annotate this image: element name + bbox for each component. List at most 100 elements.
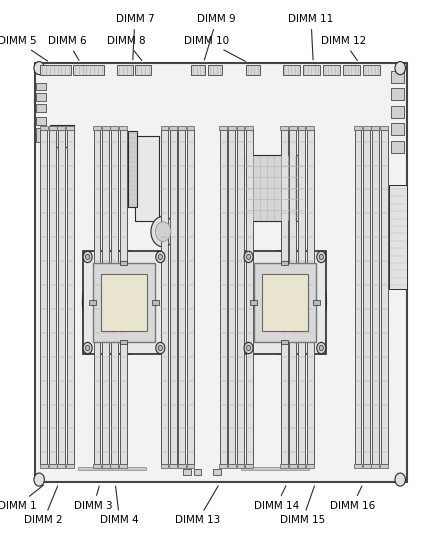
Bar bbox=[119, 126, 127, 130]
Bar bbox=[312, 300, 319, 305]
Bar bbox=[50, 125, 74, 147]
Bar bbox=[342, 65, 359, 75]
Text: DIMM 12: DIMM 12 bbox=[320, 36, 365, 60]
Bar bbox=[297, 130, 304, 464]
Bar bbox=[281, 340, 288, 344]
Bar bbox=[362, 65, 379, 75]
Bar bbox=[371, 130, 378, 464]
Circle shape bbox=[243, 251, 326, 354]
Bar bbox=[40, 464, 48, 468]
Bar bbox=[36, 83, 46, 90]
Bar bbox=[228, 130, 235, 464]
Bar bbox=[178, 130, 185, 464]
Bar bbox=[353, 464, 361, 468]
Bar bbox=[288, 464, 296, 468]
Bar bbox=[36, 93, 46, 101]
Bar bbox=[280, 130, 287, 464]
Bar bbox=[380, 130, 387, 464]
Bar bbox=[388, 185, 406, 289]
Bar bbox=[362, 130, 369, 464]
Bar bbox=[169, 130, 176, 464]
Bar bbox=[169, 126, 177, 130]
Bar bbox=[36, 104, 46, 112]
Bar bbox=[279, 126, 287, 130]
Bar bbox=[245, 155, 302, 221]
Bar bbox=[93, 130, 100, 464]
Circle shape bbox=[394, 473, 404, 486]
Bar bbox=[57, 126, 65, 130]
Bar bbox=[282, 65, 299, 75]
Bar bbox=[102, 126, 109, 130]
Circle shape bbox=[243, 342, 253, 354]
Text: DIMM 6: DIMM 6 bbox=[48, 36, 86, 60]
Bar bbox=[40, 65, 71, 75]
Bar bbox=[49, 126, 56, 130]
Bar bbox=[354, 130, 361, 464]
Bar bbox=[279, 464, 287, 468]
Bar bbox=[93, 464, 101, 468]
Circle shape bbox=[155, 222, 171, 241]
Bar bbox=[110, 464, 118, 468]
Circle shape bbox=[85, 346, 89, 350]
Bar bbox=[93, 126, 101, 130]
Bar bbox=[297, 126, 305, 130]
Bar bbox=[391, 71, 403, 83]
Bar bbox=[49, 130, 56, 464]
Bar bbox=[241, 467, 308, 470]
Text: DIMM 10: DIMM 10 bbox=[184, 36, 245, 62]
Circle shape bbox=[394, 62, 404, 75]
Text: DIMM 14: DIMM 14 bbox=[253, 486, 298, 511]
Text: DIMM 4: DIMM 4 bbox=[100, 486, 138, 525]
Bar bbox=[36, 117, 46, 125]
Bar bbox=[161, 130, 168, 464]
Bar bbox=[213, 469, 220, 475]
Text: DIMM 8: DIMM 8 bbox=[107, 36, 145, 60]
Bar bbox=[110, 126, 118, 130]
Bar bbox=[253, 263, 316, 342]
Text: DIMM 16: DIMM 16 bbox=[329, 486, 374, 511]
Circle shape bbox=[83, 251, 92, 263]
Bar bbox=[237, 130, 243, 464]
Bar bbox=[119, 130, 126, 464]
Bar bbox=[391, 141, 403, 153]
Bar bbox=[160, 464, 168, 468]
Bar bbox=[102, 130, 109, 464]
Circle shape bbox=[34, 62, 44, 75]
Bar bbox=[207, 65, 221, 75]
Bar bbox=[306, 130, 313, 464]
Circle shape bbox=[155, 342, 164, 354]
Bar bbox=[306, 464, 313, 468]
Text: DIMM 7: DIMM 7 bbox=[115, 14, 154, 60]
Circle shape bbox=[319, 255, 322, 259]
Bar bbox=[289, 130, 296, 464]
Bar bbox=[66, 126, 74, 130]
Text: DIMM 3: DIMM 3 bbox=[74, 486, 112, 511]
Text: DIMM 5: DIMM 5 bbox=[0, 36, 48, 61]
Bar bbox=[362, 464, 370, 468]
Bar bbox=[92, 263, 155, 342]
Circle shape bbox=[158, 346, 162, 350]
Bar bbox=[73, 65, 103, 75]
Bar bbox=[353, 126, 361, 130]
Bar bbox=[302, 65, 319, 75]
Bar bbox=[120, 261, 127, 265]
Bar bbox=[66, 130, 73, 464]
Circle shape bbox=[155, 251, 164, 263]
Bar bbox=[191, 65, 205, 75]
Bar bbox=[128, 131, 137, 207]
Bar bbox=[178, 464, 185, 468]
Text: DIMM 11: DIMM 11 bbox=[288, 14, 333, 60]
Bar bbox=[250, 300, 256, 305]
Circle shape bbox=[85, 255, 89, 259]
Bar bbox=[288, 126, 296, 130]
Bar bbox=[227, 126, 235, 130]
Bar bbox=[135, 136, 158, 221]
Bar bbox=[57, 464, 65, 468]
Circle shape bbox=[151, 216, 175, 247]
Text: DIMM 2: DIMM 2 bbox=[24, 486, 62, 525]
Bar bbox=[40, 130, 47, 464]
Bar bbox=[111, 130, 118, 464]
Bar bbox=[322, 65, 339, 75]
Bar bbox=[219, 126, 227, 130]
Circle shape bbox=[319, 346, 322, 350]
